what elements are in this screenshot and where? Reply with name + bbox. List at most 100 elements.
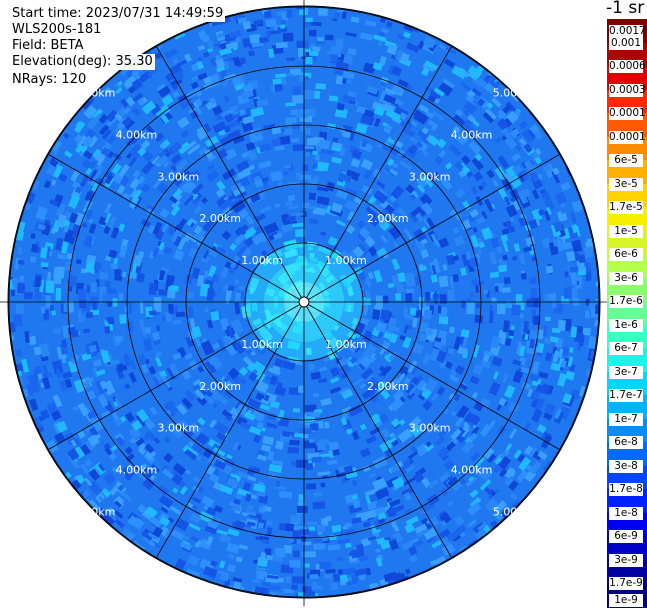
heatmap-cell [125,411,136,423]
heatmap-cell [40,261,49,268]
heatmap-cell [546,206,552,215]
heatmap-cell [473,456,486,469]
heatmap-cell [470,185,479,195]
heatmap-cell [419,302,427,308]
range-ring-label: 1.00km [241,254,283,267]
heatmap-cell [330,377,339,384]
heatmap-cell [395,49,404,60]
heatmap-cell [128,157,138,167]
heatmap-cell [427,94,437,103]
heatmap-cell [404,508,414,516]
heatmap-cell [440,487,449,497]
range-ring-label: 3.00km [158,422,200,435]
heatmap-cell [113,152,122,161]
heatmap-cell [414,539,424,547]
heatmap-cell [450,410,457,417]
heatmap-cell [292,86,302,95]
heatmap-cell [401,541,414,551]
heatmap-cell [159,142,166,149]
heatmap-cell [528,446,538,458]
heatmap-cell [477,78,488,89]
heatmap-cell [113,126,124,137]
heatmap-cell [245,141,256,151]
heatmap-cell [375,557,383,567]
heatmap-cell [447,347,455,355]
heatmap-cell [381,365,392,377]
heatmap-cell [101,487,112,498]
heatmap-cell [81,353,90,361]
heatmap-cell [131,78,143,91]
heatmap-cell [516,341,522,355]
heatmap-cell [569,265,579,273]
heatmap-cell [390,521,398,529]
colorbar-tick-label: 1e-5 [609,224,643,238]
heatmap-cell [468,214,476,223]
heatmap-cell [224,342,237,357]
heatmap-cell [292,95,304,104]
heatmap-cell [61,339,68,348]
heatmap-cell [318,438,330,446]
heatmap-cell [327,544,341,551]
heatmap-cell [419,265,427,272]
heatmap-cell [161,464,169,473]
heatmap-cell [232,502,242,512]
heatmap-cell [70,358,76,364]
heatmap-cell [153,339,162,346]
heatmap-cell [401,126,416,138]
heatmap-cell [181,370,192,381]
heatmap-cell [159,525,169,537]
heatmap-cell [362,330,374,343]
heatmap-cell [222,374,232,383]
heatmap-cell [442,264,448,271]
heatmap-cell [302,541,312,546]
heatmap-cell [384,87,396,96]
heatmap-cell [242,83,254,93]
heatmap-cell [83,458,93,468]
heatmap-cell [10,289,16,296]
heatmap-cell [337,363,351,376]
heatmap-cell [436,446,450,459]
heatmap-cell [523,421,531,432]
heatmap-cell [223,60,230,70]
heatmap-cell [454,416,465,428]
heatmap-cell [409,193,417,201]
heatmap-cell [59,380,67,392]
heatmap-cell [502,117,514,128]
heatmap-cell [312,393,320,398]
heatmap-cell [373,117,381,128]
heatmap-cell [242,512,248,517]
heatmap-cell [433,258,438,264]
heatmap-cell [502,104,512,114]
heatmap-cell [116,335,124,343]
heatmap-cell [474,153,483,162]
heatmap-cell [325,242,338,253]
heatmap-cell [192,183,204,195]
heatmap-cell [278,522,288,531]
heatmap-cell [585,271,592,282]
heatmap-cell [208,473,220,484]
heatmap-cell [165,409,172,416]
azimuth-spoke [303,301,453,559]
heatmap-cell [391,54,397,60]
heatmap-cell [219,135,232,147]
heatmap-cell [131,517,145,530]
heatmap-cell [71,330,79,338]
heatmap-cell [460,81,472,92]
heatmap-cell [368,582,379,590]
heatmap-cell [168,303,174,314]
heatmap-cell [431,540,442,549]
heatmap-cell [107,301,114,307]
heatmap-cell [81,489,91,499]
heatmap-cell [313,492,322,497]
heatmap-cell [535,384,546,394]
heatmap-cell [285,576,291,584]
heatmap-cell [543,325,548,337]
heatmap-cell [221,168,237,181]
heatmap-cell [422,353,431,365]
heatmap-cell [283,171,289,176]
heatmap-cell [173,249,185,261]
heatmap-cell [465,250,472,261]
heatmap-cell [465,94,475,104]
heatmap-cell [552,167,560,176]
heatmap-cell [409,554,418,563]
